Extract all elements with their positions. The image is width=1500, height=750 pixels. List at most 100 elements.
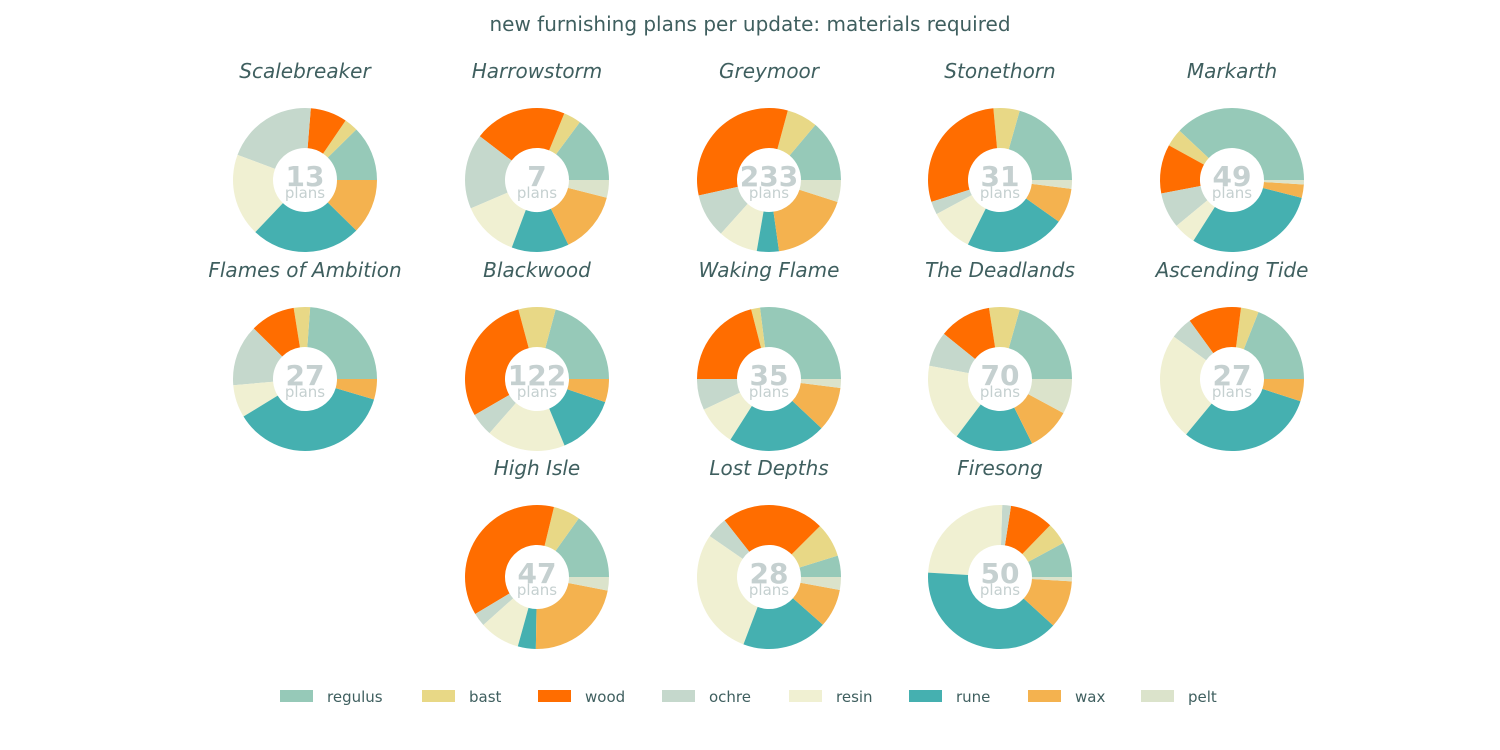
donut-slice-wood: [928, 108, 998, 202]
donut-slice-resin: [233, 381, 278, 417]
donut-title: Stonethorn: [944, 59, 1055, 83]
donut-slice-pelt: [1031, 180, 1072, 189]
donut-slice-wood: [253, 307, 300, 357]
chart-title: new furnishing plans per update: materia…: [489, 12, 1010, 36]
legend-swatch-regulus: [280, 690, 313, 702]
legend-swatch-ochre: [662, 690, 695, 702]
donut-slice-resin: [483, 598, 529, 647]
donut-slice-wood: [1004, 505, 1051, 555]
legend-label: ochre: [709, 688, 751, 706]
donut-slice-regulus: [1028, 542, 1072, 577]
donut-slice-pelt: [568, 180, 609, 198]
donut-title: High Isle: [494, 456, 581, 480]
donut-slice-ochre: [1161, 185, 1208, 226]
plan-unit-label: plans: [285, 184, 325, 202]
donut-slice-wood: [307, 108, 346, 154]
donut-slice-regulus: [799, 555, 841, 577]
plan-unit-label: plans: [1212, 184, 1252, 202]
donut-title: Blackwood: [483, 258, 591, 282]
legend-item-resin: resin: [789, 688, 873, 706]
legend-swatch-wax: [1028, 690, 1061, 702]
legend-label: wood: [585, 688, 625, 706]
donut-title: Waking Flame: [699, 258, 840, 282]
donut-slice-regulus: [307, 307, 377, 379]
legend-item-wax: wax: [1028, 688, 1105, 706]
plan-count: 122: [508, 359, 566, 392]
donut-slice-rune: [517, 607, 537, 649]
donut-slice-rune: [956, 404, 1033, 452]
donut-slice-ochre: [1173, 320, 1214, 361]
plan-count: 27: [1213, 359, 1252, 392]
plan-count: 233: [740, 160, 798, 193]
legend-item-rune: rune: [909, 688, 990, 706]
donut-slice-ochre: [233, 328, 283, 386]
donut-slice-ochre: [1000, 505, 1012, 546]
donut-slice-regulus: [759, 307, 841, 379]
plan-count: 7: [527, 160, 546, 193]
donut-title: Greymoor: [719, 59, 821, 83]
donut-slice-pelt: [800, 379, 841, 389]
donut-slice-regulus: [556, 122, 609, 180]
legend-label: regulus: [327, 688, 383, 706]
donut-slice-regulus: [1179, 108, 1304, 180]
donut-slice-bast: [1022, 525, 1064, 562]
plan-count: 70: [981, 359, 1020, 392]
donut-slice-regulus: [1008, 110, 1072, 180]
donut-title: Harrowstorm: [472, 59, 603, 83]
donut-slice-ochre: [465, 136, 512, 209]
donut-slice-resin: [1160, 336, 1212, 435]
legend-item-regulus: regulus: [280, 688, 383, 706]
donut-slice-ochre: [474, 395, 516, 434]
donut-slice-regulus: [555, 518, 609, 577]
plan-unit-label: plans: [285, 383, 325, 401]
legend-item-bast: bast: [422, 688, 502, 706]
plan-unit-label: plans: [517, 184, 557, 202]
legend-label: rune: [956, 688, 990, 706]
plan-count: 13: [286, 160, 325, 193]
donut-slice-resin: [1176, 200, 1215, 241]
plan-unit-label: plans: [749, 184, 789, 202]
donut-slice-bast: [293, 307, 311, 348]
legend-label: pelt: [1188, 688, 1217, 706]
donut-slice-regulus: [327, 129, 377, 180]
donut-slice-bast: [1168, 130, 1209, 165]
donut-slice-regulus: [1243, 312, 1304, 379]
donut-title: The Deadlands: [925, 258, 1075, 282]
donut-slice-rune: [243, 388, 375, 452]
legend-swatch-bast: [422, 690, 455, 702]
donut-slice-resin: [928, 365, 981, 437]
donut-slice-bast: [777, 110, 816, 156]
donut-title: Flames of Ambition: [208, 258, 401, 282]
donut-slice-wood: [724, 505, 820, 555]
donut-slice-wax: [1026, 183, 1072, 222]
donut-title: Markarth: [1187, 59, 1277, 83]
donut-slice-pelt: [568, 577, 609, 591]
donut-slice-pelt: [1031, 577, 1072, 582]
donut-slice-wood: [697, 107, 788, 196]
donut-slice-bast: [751, 307, 765, 349]
donut-slice-bast: [1236, 307, 1259, 350]
plan-count: 47: [518, 557, 557, 590]
plan-count: 50: [981, 557, 1020, 590]
plan-unit-label: plans: [980, 581, 1020, 599]
donut-slice-bast: [993, 107, 1020, 150]
plan-count: 27: [286, 359, 325, 392]
legend-item-ochre: ochre: [662, 688, 751, 706]
legend-item-pelt: pelt: [1141, 688, 1217, 706]
donut-slice-regulus: [789, 124, 841, 180]
plan-unit-label: plans: [517, 383, 557, 401]
plan-count: 49: [1213, 160, 1252, 193]
plan-unit-label: plans: [517, 581, 557, 599]
legend-label: wax: [1075, 688, 1105, 706]
donut-slice-resin: [720, 203, 764, 251]
donut-slice-wax: [792, 582, 840, 625]
